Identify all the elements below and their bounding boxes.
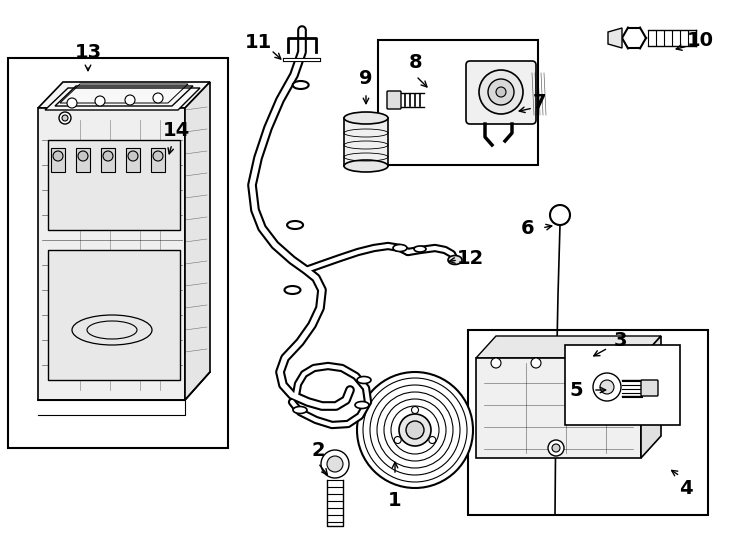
Circle shape: [78, 151, 88, 161]
Bar: [48, 250, 180, 380]
Circle shape: [59, 112, 71, 124]
Polygon shape: [641, 336, 661, 458]
Text: 6: 6: [521, 219, 535, 238]
Ellipse shape: [344, 160, 388, 172]
Text: 5: 5: [569, 381, 583, 400]
Circle shape: [125, 95, 135, 105]
Circle shape: [548, 440, 564, 456]
Circle shape: [616, 358, 626, 368]
Polygon shape: [476, 358, 641, 458]
Polygon shape: [476, 336, 661, 358]
Bar: [565, 345, 680, 425]
Ellipse shape: [287, 221, 303, 229]
Text: 2: 2: [311, 441, 325, 460]
Bar: [8, 58, 228, 448]
Text: 10: 10: [686, 30, 713, 50]
Circle shape: [412, 407, 418, 414]
Circle shape: [488, 79, 514, 105]
Bar: [126, 148, 140, 172]
Bar: [51, 148, 65, 172]
Ellipse shape: [293, 407, 307, 414]
Circle shape: [153, 151, 163, 161]
Bar: [151, 148, 165, 172]
Ellipse shape: [355, 402, 369, 408]
Text: 7: 7: [533, 93, 547, 112]
Bar: [48, 140, 180, 230]
Text: 8: 8: [409, 52, 423, 71]
Text: 13: 13: [74, 43, 101, 62]
Ellipse shape: [414, 246, 426, 252]
Circle shape: [321, 450, 349, 478]
Text: 3: 3: [613, 330, 627, 349]
Circle shape: [600, 380, 614, 394]
Circle shape: [479, 70, 523, 114]
Ellipse shape: [448, 255, 462, 265]
Circle shape: [394, 436, 401, 443]
Ellipse shape: [285, 286, 300, 294]
Text: 9: 9: [359, 69, 373, 87]
Circle shape: [399, 414, 431, 446]
Circle shape: [128, 151, 138, 161]
Ellipse shape: [293, 81, 309, 89]
Ellipse shape: [357, 376, 371, 383]
Circle shape: [406, 421, 424, 439]
Bar: [101, 148, 115, 172]
Circle shape: [153, 93, 163, 103]
Circle shape: [576, 358, 586, 368]
Circle shape: [103, 151, 113, 161]
Circle shape: [357, 372, 473, 488]
Polygon shape: [185, 82, 210, 400]
Circle shape: [552, 444, 560, 452]
Text: 14: 14: [162, 120, 189, 139]
Polygon shape: [608, 28, 622, 48]
Circle shape: [491, 358, 501, 368]
Circle shape: [53, 151, 63, 161]
Polygon shape: [38, 82, 210, 108]
Polygon shape: [45, 88, 200, 110]
Circle shape: [62, 115, 68, 121]
Bar: [344, 118, 388, 166]
Circle shape: [95, 96, 105, 106]
FancyBboxPatch shape: [466, 61, 536, 124]
Text: 4: 4: [679, 478, 693, 497]
Ellipse shape: [344, 112, 388, 124]
Circle shape: [531, 358, 541, 368]
FancyBboxPatch shape: [387, 91, 401, 109]
Text: 12: 12: [457, 248, 484, 267]
FancyBboxPatch shape: [641, 380, 658, 396]
Text: 11: 11: [244, 32, 272, 51]
Circle shape: [496, 87, 506, 97]
Circle shape: [327, 456, 343, 472]
Circle shape: [429, 436, 436, 443]
Bar: [468, 330, 708, 515]
Bar: [76, 148, 90, 172]
Bar: [378, 40, 538, 165]
Ellipse shape: [393, 245, 407, 252]
Circle shape: [67, 98, 77, 108]
Text: 1: 1: [388, 490, 401, 510]
Polygon shape: [38, 108, 185, 400]
